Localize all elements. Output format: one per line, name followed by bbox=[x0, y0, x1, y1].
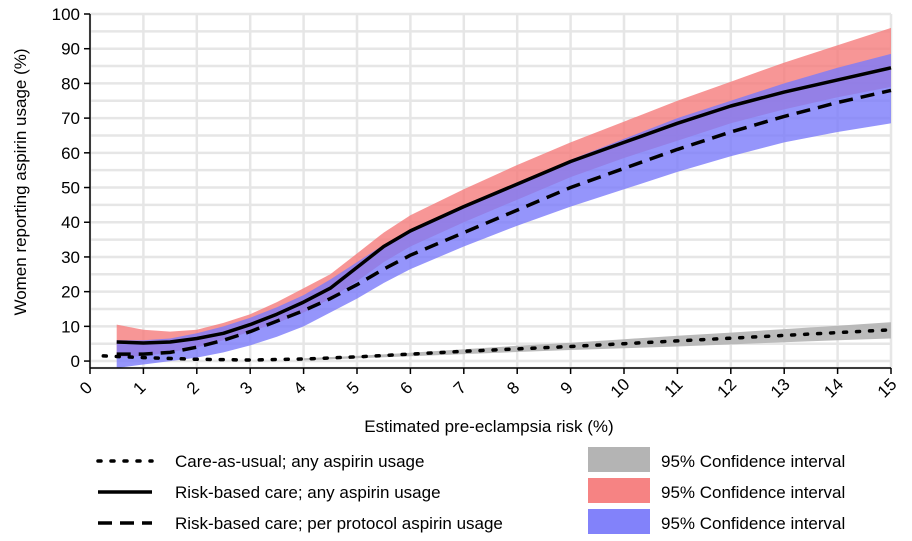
series-line bbox=[116, 88, 892, 356]
x-tick-label: 6 bbox=[396, 378, 416, 398]
y-tick-label: 90 bbox=[61, 40, 80, 59]
y-tick-label: 80 bbox=[61, 74, 80, 93]
legend-band-label: 95% Confidence interval bbox=[661, 483, 845, 502]
legend-band-label: 95% Confidence interval bbox=[661, 514, 845, 533]
y-tick-label: 60 bbox=[61, 144, 80, 163]
x-tick-label: 11 bbox=[661, 375, 687, 401]
series-line bbox=[116, 66, 892, 345]
x-tick-label: 12 bbox=[714, 375, 741, 402]
y-tick-label: 20 bbox=[61, 283, 80, 302]
x-tick-label: 0 bbox=[76, 378, 96, 398]
legend-band-swatch bbox=[588, 509, 650, 534]
legend-line-label: Risk-based care; any aspirin usage bbox=[175, 483, 441, 502]
y-tick-label: 100 bbox=[52, 5, 80, 24]
legend: Care-as-usual; any aspirin usage Risk-bas… bbox=[96, 447, 845, 534]
x-tick-label: 13 bbox=[767, 375, 794, 402]
x-tick-label: 3 bbox=[236, 378, 256, 398]
axes bbox=[84, 13, 892, 374]
y-tick-label: 10 bbox=[61, 317, 80, 336]
x-axis-title: Estimated pre-eclampsia risk (%) bbox=[364, 417, 613, 436]
legend-line-label: Care-as-usual; any aspirin usage bbox=[175, 452, 424, 471]
x-tick-label: 4 bbox=[290, 378, 310, 398]
y-tick-label: 40 bbox=[61, 213, 80, 232]
confidence-band bbox=[116, 53, 891, 369]
legend-band-swatch bbox=[588, 447, 650, 472]
y-tick-label: 0 bbox=[71, 352, 80, 371]
series-lines bbox=[101, 66, 893, 362]
confidence-bands bbox=[116, 27, 892, 369]
y-axis-title: Women reporting aspirin usage (%) bbox=[11, 48, 30, 315]
y-tick-label: 30 bbox=[61, 248, 80, 267]
legend-line-label: Risk-based care; per protocol aspirin us… bbox=[175, 514, 503, 533]
series-line bbox=[101, 328, 893, 362]
legend-band-label: 95% Confidence interval bbox=[661, 452, 845, 471]
x-tick-label: 15 bbox=[874, 375, 901, 402]
x-tick-label: 7 bbox=[450, 378, 470, 398]
x-tick-label: 10 bbox=[607, 375, 634, 402]
x-tick-label: 2 bbox=[183, 378, 203, 398]
y-tick-label: 50 bbox=[61, 179, 80, 198]
x-tick-label: 5 bbox=[343, 378, 363, 398]
x-tick-label: 14 bbox=[820, 375, 847, 402]
confidence-band bbox=[303, 322, 892, 361]
legend-band-swatch bbox=[588, 478, 650, 503]
x-tick-label: 8 bbox=[503, 378, 523, 398]
y-tick-label: 70 bbox=[61, 109, 80, 128]
x-tick-label: 9 bbox=[557, 378, 577, 398]
x-tick-label: 1 bbox=[129, 378, 149, 398]
